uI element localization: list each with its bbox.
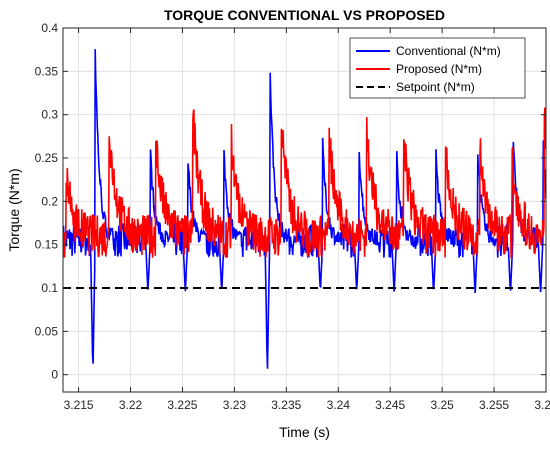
legend-label: Setpoint (N*m) bbox=[396, 80, 475, 94]
axes-box bbox=[62, 27, 547, 393]
x-tick-label: 3.22 bbox=[119, 398, 143, 412]
y-tick-label: 0.2 bbox=[41, 194, 58, 208]
x-tick-label: 3.23 bbox=[223, 398, 247, 412]
y-axis-label: Torque (N*m) bbox=[6, 168, 22, 251]
x-axis-label: Time (s) bbox=[279, 424, 330, 440]
chart-title: TORQUE CONVENTIONAL VS PROPOSED bbox=[164, 7, 445, 23]
x-tick-label: 3.25 bbox=[430, 398, 454, 412]
x-tick-label: 3.215 bbox=[64, 398, 94, 412]
x-tick-label: 3.26 bbox=[534, 398, 550, 412]
x-tick-label: 3.245 bbox=[375, 398, 405, 412]
series-group bbox=[63, 49, 546, 369]
y-tick-label: 0.15 bbox=[35, 238, 59, 252]
series-line-proposed bbox=[63, 107, 546, 260]
x-tick-label: 3.24 bbox=[327, 398, 351, 412]
y-tick-label: 0.05 bbox=[35, 324, 59, 338]
y-tick-label: 0 bbox=[51, 368, 58, 382]
y-tick-label: 0.35 bbox=[35, 64, 59, 78]
plot-layer: 3.215 3.22 3.225 3.23 3.235 3.24 3.245 3.25 3.25… bbox=[35, 21, 550, 412]
legend-label: Conventional (N*m) bbox=[396, 44, 501, 58]
y-tick-label: 0.3 bbox=[41, 108, 58, 122]
x-tick-label: 3.225 bbox=[167, 398, 197, 412]
legend-label: Proposed (N*m) bbox=[396, 62, 482, 76]
legend: Conventional (N*m) Proposed (N*m) Setpoint… bbox=[349, 37, 526, 99]
x-tick-label: 3.235 bbox=[271, 398, 301, 412]
y-tick-label: 0.25 bbox=[35, 151, 59, 165]
tick-group: 3.215 3.22 3.225 3.23 3.235 3.24 3.245 3.25 3.25… bbox=[35, 21, 550, 412]
x-tick-label: 3.255 bbox=[479, 398, 509, 412]
y-tick-label: 0.1 bbox=[41, 281, 58, 295]
y-tick-label: 0.4 bbox=[41, 21, 58, 35]
